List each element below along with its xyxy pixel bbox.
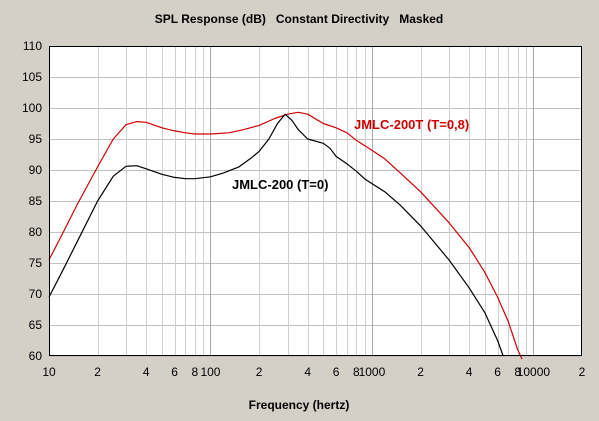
series-label-0: JMLC-200T (T=0,8) <box>354 117 469 132</box>
plot-border <box>49 46 582 356</box>
y-tick-label: 90 <box>29 163 43 177</box>
x-tick-label: 8 <box>514 365 521 379</box>
x-tick-label: 1000 <box>359 365 386 379</box>
y-tick-label: 65 <box>29 318 43 332</box>
y-tick-label: 95 <box>29 132 43 146</box>
y-tick-label: 70 <box>29 287 43 301</box>
x-tick-label: 10 <box>42 365 56 379</box>
x-tick-label: 6 <box>171 365 178 379</box>
x-tick-label: 8 <box>191 365 198 379</box>
x-tick-label: 2 <box>256 365 263 379</box>
series-lines <box>48 111 523 360</box>
x-tick-label: 4 <box>304 365 311 379</box>
x-tick-label: 2 <box>579 365 586 379</box>
x-tick-label: 4 <box>143 365 150 379</box>
y-tick-label: 100 <box>22 101 42 115</box>
x-tick-label: 100 <box>200 365 220 379</box>
x-tick-label: 4 <box>466 365 473 379</box>
x-axis-label: Frequency (hertz) <box>249 398 350 412</box>
y-tick-label: 105 <box>22 70 42 84</box>
x-tick-label: 10000 <box>517 365 551 379</box>
y-tick-label: 75 <box>29 256 43 270</box>
series-label-1: JMLC-200 (T=0) <box>232 177 328 192</box>
x-tick-label: 2 <box>94 365 101 379</box>
y-tick-label: 80 <box>29 225 43 239</box>
x-tick-label: 6 <box>333 365 340 379</box>
series-line-1 <box>48 113 504 357</box>
series-line-0 <box>48 111 523 360</box>
y-tick-label: 85 <box>29 194 43 208</box>
series-labels: JMLC-200T (T=0,8) JMLC-200 (T=0) <box>232 117 469 192</box>
y-tick-labels: 60 65 70 75 80 85 90 95 100 105 110 <box>22 39 42 363</box>
x-tick-label: 2 <box>417 365 424 379</box>
chart-title: SPL Response (dB) Constant Directivity M… <box>155 12 444 26</box>
x-tick-label: 6 <box>494 365 501 379</box>
y-tick-label: 60 <box>29 349 43 363</box>
x-tick-label: 8 <box>353 365 360 379</box>
y-tick-label: 110 <box>23 39 42 53</box>
